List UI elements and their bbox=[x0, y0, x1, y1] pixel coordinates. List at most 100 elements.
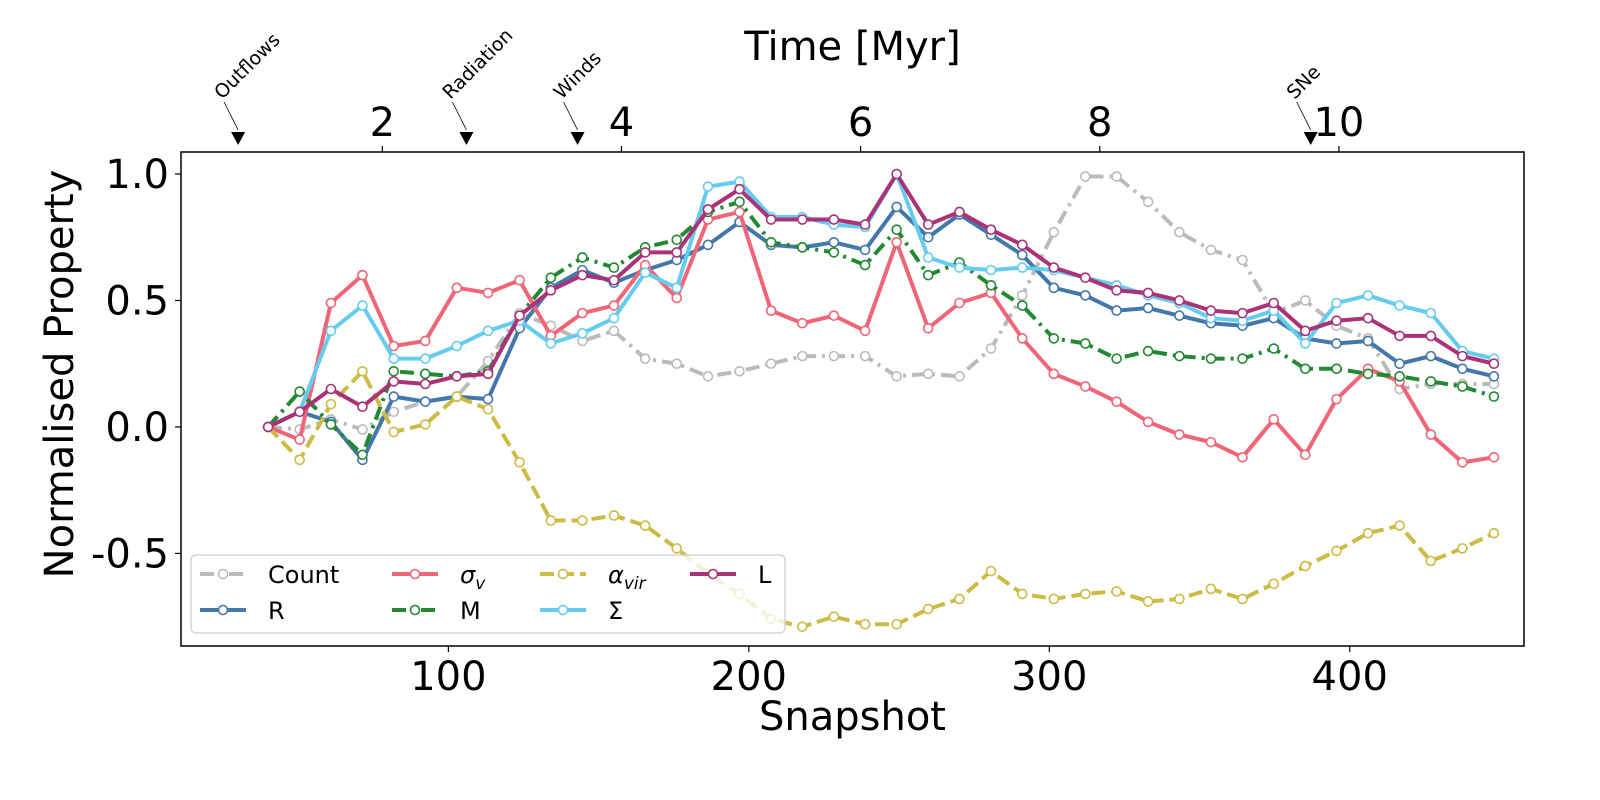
event-label: Outflows bbox=[210, 29, 285, 104]
data-point-M bbox=[577, 252, 588, 263]
data-point-L bbox=[797, 214, 808, 225]
data-point-M bbox=[388, 366, 400, 377]
data-point-Sigma bbox=[577, 328, 588, 339]
data-point-alpha_vir bbox=[294, 454, 305, 466]
data-point-M bbox=[1425, 376, 1437, 387]
data-point-sigma_v bbox=[1457, 457, 1468, 468]
top-axis-title: Time [Myr] bbox=[743, 24, 960, 70]
data-point-R bbox=[828, 237, 840, 248]
data-point-alpha_vir bbox=[388, 426, 400, 438]
data-point-L bbox=[702, 204, 714, 215]
legend-marker bbox=[409, 568, 421, 580]
legend-label: L bbox=[758, 561, 772, 589]
data-point-Count bbox=[765, 358, 777, 370]
data-point-M bbox=[1331, 363, 1342, 375]
data-point-Count bbox=[608, 325, 620, 337]
data-point-M bbox=[828, 247, 840, 258]
legend-label: M bbox=[460, 597, 481, 625]
data-point-sigma_v bbox=[451, 282, 463, 294]
data-point-alpha_vir bbox=[451, 391, 463, 402]
bottom-axis: 100 200 300 400 bbox=[410, 646, 1388, 700]
x-tick-label: 400 bbox=[1312, 654, 1388, 700]
data-point-alpha_vir bbox=[1425, 555, 1437, 567]
data-point-alpha_vir bbox=[325, 398, 337, 410]
data-point-alpha_vir bbox=[985, 565, 997, 577]
data-point-M bbox=[1048, 333, 1060, 344]
data-point-R bbox=[419, 396, 431, 407]
plot-frame bbox=[180, 151, 1525, 647]
data-point-sigma_v bbox=[325, 297, 337, 309]
data-point-alpha_vir bbox=[1362, 527, 1374, 539]
event-marker-icon bbox=[459, 132, 474, 145]
data-point-alpha_vir bbox=[608, 510, 620, 521]
legend-marker bbox=[557, 568, 569, 580]
data-point-alpha_vir bbox=[514, 457, 525, 468]
data-point-M bbox=[1080, 338, 1091, 349]
data-point-R bbox=[859, 244, 871, 256]
data-point-alpha_vir bbox=[828, 611, 840, 622]
legend-item-R: R bbox=[200, 597, 285, 625]
data-point-Count bbox=[985, 343, 997, 354]
legend-label: Σ bbox=[608, 597, 623, 625]
data-point-sigma_v bbox=[388, 340, 400, 352]
data-point-M bbox=[797, 242, 808, 253]
data-point-alpha_vir bbox=[891, 618, 902, 630]
data-point-L bbox=[1205, 305, 1217, 316]
data-point-sigma_v bbox=[859, 325, 871, 337]
data-point-Count bbox=[922, 368, 934, 380]
data-point-M bbox=[608, 262, 620, 273]
data-point-R bbox=[1174, 310, 1185, 321]
data-point-alpha_vir bbox=[1488, 527, 1500, 539]
data-point-alpha_vir bbox=[922, 603, 934, 615]
legend-item-L: L bbox=[690, 561, 772, 589]
data-point-sigma_v bbox=[1142, 416, 1154, 428]
data-point-M bbox=[671, 234, 683, 246]
data-point-L bbox=[891, 168, 902, 180]
data-point-alpha_vir bbox=[1080, 588, 1091, 600]
data-point-alpha_vir bbox=[1394, 520, 1405, 531]
data-point-R bbox=[1488, 371, 1500, 382]
data-point-R bbox=[1394, 358, 1405, 370]
data-point-alpha_vir bbox=[859, 618, 871, 630]
legend-item-M: M bbox=[392, 597, 481, 625]
data-point-L bbox=[765, 214, 777, 225]
top-tick-label: 2 bbox=[370, 100, 395, 146]
data-point-L bbox=[1331, 315, 1342, 327]
data-point-L bbox=[1299, 325, 1311, 337]
data-point-M bbox=[1237, 353, 1248, 364]
data-point-M bbox=[1299, 363, 1311, 375]
data-point-Sigma bbox=[1425, 307, 1437, 319]
data-point-sigma_v bbox=[765, 305, 777, 316]
data-point-alpha_vir bbox=[357, 366, 368, 377]
data-point-sigma_v bbox=[1080, 381, 1091, 392]
data-point-L bbox=[357, 401, 368, 413]
data-point-M bbox=[891, 224, 902, 235]
data-point-M bbox=[1142, 345, 1154, 357]
data-point-R bbox=[482, 393, 494, 405]
data-point-L bbox=[1016, 239, 1028, 251]
series-line-sigma_v bbox=[267, 209, 1495, 465]
data-point-M bbox=[1362, 368, 1374, 380]
data-point-R bbox=[1142, 302, 1154, 314]
data-point-alpha_vir bbox=[1457, 543, 1468, 554]
data-point-L bbox=[1425, 330, 1437, 342]
y-tick-label: 0.5 bbox=[105, 278, 169, 324]
data-point-sigma_v bbox=[419, 335, 431, 347]
data-point-alpha_vir bbox=[577, 515, 588, 526]
data-point-R bbox=[1331, 338, 1342, 349]
data-point-sigma_v bbox=[1425, 429, 1437, 440]
y-tick-label: 1.0 bbox=[105, 152, 169, 198]
data-point-Count bbox=[1237, 254, 1248, 266]
data-point-sigma_v bbox=[482, 287, 494, 299]
data-point-sigma_v bbox=[1331, 393, 1342, 405]
data-point-L bbox=[828, 214, 840, 225]
data-point-alpha_vir bbox=[1205, 583, 1217, 595]
data-point-R bbox=[891, 201, 902, 213]
data-point-Count bbox=[1111, 171, 1122, 182]
data-point-Sigma bbox=[482, 325, 494, 337]
data-point-L bbox=[954, 206, 965, 218]
data-point-Count bbox=[797, 350, 808, 362]
data-point-M bbox=[357, 449, 368, 461]
